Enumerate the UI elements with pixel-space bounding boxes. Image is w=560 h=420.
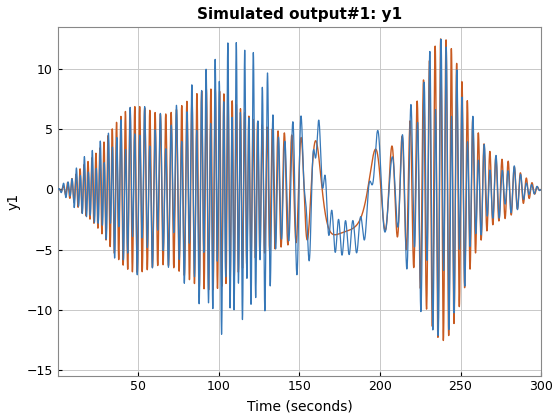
Nominal <box>54 187 61 192</box>
Y-axis label: y1: y1 <box>7 193 21 210</box>
Line: y1: y1 <box>58 39 541 336</box>
Nominal <box>271 225 278 230</box>
Nominal <box>236 133 243 138</box>
y1 <box>167 185 174 190</box>
Nominal <box>172 194 179 200</box>
y1 <box>169 177 176 182</box>
Nominal <box>440 338 447 343</box>
Nominal <box>534 184 541 189</box>
y1 <box>534 184 541 189</box>
Nominal <box>538 187 544 192</box>
Nominal <box>437 37 444 42</box>
y1 <box>271 186 278 191</box>
y1 <box>54 187 61 192</box>
y1 <box>435 333 441 338</box>
X-axis label: Time (seconds): Time (seconds) <box>246 399 352 413</box>
y1 <box>538 187 544 192</box>
y1 <box>236 132 243 137</box>
Title: Simulated output#1: y1: Simulated output#1: y1 <box>197 7 402 22</box>
Line: Nominal: Nominal <box>58 39 541 341</box>
Nominal <box>167 170 174 175</box>
Nominal <box>169 195 176 200</box>
y1 <box>172 174 179 179</box>
y1 <box>438 37 445 42</box>
